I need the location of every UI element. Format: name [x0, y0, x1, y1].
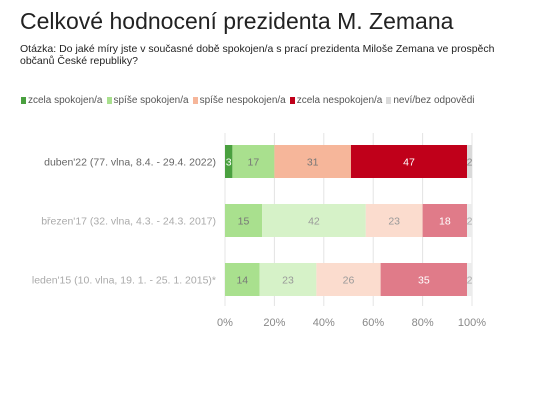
- data-label: 18: [439, 216, 451, 228]
- x-tick-label: 20%: [263, 317, 285, 329]
- x-tick-label: 60%: [362, 317, 384, 329]
- bar-segment: [225, 145, 233, 178]
- category-label: březen'17 (32. vlna, 4.3. - 24.3. 2017): [41, 216, 216, 228]
- bar-segment: [365, 204, 423, 237]
- data-label: 17: [248, 157, 260, 169]
- legend: zcela spokojen/a spíše spokojen/a spíše ne…: [21, 95, 479, 106]
- bar-segment: [232, 145, 275, 178]
- data-label: 3: [226, 157, 232, 169]
- bar-segment: [316, 263, 381, 296]
- data-label: 31: [307, 157, 319, 169]
- data-label: 35: [418, 275, 430, 287]
- legend-item: zcela spokojen/a: [21, 95, 103, 106]
- x-tick-label: 100%: [458, 317, 486, 329]
- x-tick-label: 40%: [313, 317, 335, 329]
- survey-question: Otázka: Do jaké míry jste v současné dob…: [20, 43, 495, 67]
- data-label: 15: [238, 216, 250, 228]
- data-label: 47: [403, 157, 415, 169]
- data-label: 14: [236, 275, 248, 287]
- category-label: leden'15 (10. vlna, 19. 1. - 25. 1. 2015…: [32, 275, 216, 287]
- data-label: 26: [343, 275, 355, 287]
- bar-segment: [350, 145, 468, 178]
- legend-label: zcela spokojen/a: [28, 95, 103, 106]
- data-label: 2: [467, 157, 473, 169]
- bar-segment: [422, 204, 468, 237]
- bar-segment: [467, 204, 472, 237]
- bar-segment: [259, 263, 317, 296]
- legend-swatch: [289, 97, 295, 104]
- bar-segment: [225, 263, 260, 296]
- bar-segment: [467, 145, 472, 178]
- legend-item: spíše nespokojen/a: [192, 95, 286, 106]
- legend-item: zcela nespokojen/a: [289, 95, 383, 106]
- legend-item: spíše spokojen/a: [106, 95, 189, 106]
- data-label: 42: [308, 216, 320, 228]
- chart-title: Celkové hodnocení prezidenta M. Zemana: [20, 8, 454, 34]
- x-tick-label: 0%: [217, 317, 233, 329]
- data-label: 2: [467, 216, 473, 228]
- legend-label: spíše spokojen/a: [113, 95, 189, 106]
- x-tick-label: 80%: [412, 317, 434, 329]
- bar-segment: [467, 263, 472, 296]
- data-label: 23: [282, 275, 294, 287]
- legend-swatch: [106, 97, 112, 104]
- bar-segment: [380, 263, 468, 296]
- legend-label: spíše nespokojen/a: [199, 95, 286, 106]
- legend-label: zcela nespokojen/a: [296, 95, 383, 106]
- legend-swatch: [192, 97, 198, 104]
- legend-item: neví/bez odpovědi: [386, 95, 475, 106]
- data-label: 2: [467, 275, 473, 287]
- bar-segment: [274, 145, 351, 178]
- legend-label: neví/bez odpovědi: [393, 95, 475, 106]
- data-label: 23: [388, 216, 400, 228]
- legend-swatch: [21, 97, 26, 104]
- bar-segment: [262, 204, 366, 237]
- legend-swatch: [386, 97, 392, 104]
- bar-segment: [225, 204, 263, 237]
- category-label: duben'22 (77. vlna, 8.4. - 29.4. 2022): [44, 157, 216, 169]
